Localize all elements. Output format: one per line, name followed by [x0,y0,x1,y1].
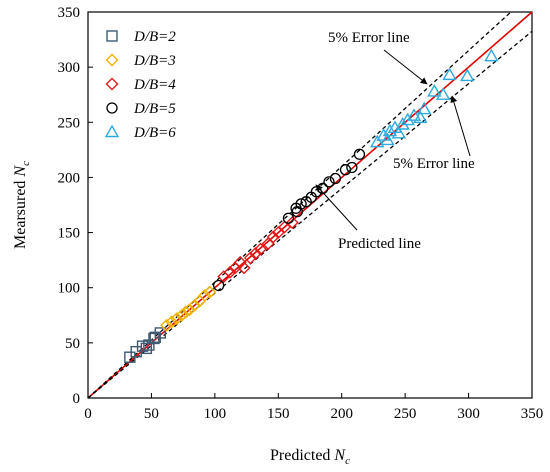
y-tick-label-7: 300 [58,60,81,76]
axes: 0 50 100 150 200 250 300 350 0 50 100 150 200 250 300 3… [12,5,543,467]
point-series-3-8 [254,242,268,256]
point-series-2-2 [165,315,179,329]
point-series-2-4 [175,308,189,322]
point-series-4-13 [346,161,358,174]
point-series-5-13 [435,87,451,100]
data-points [124,48,499,363]
point-series-5-6 [391,125,407,139]
point-series-5-9 [406,108,422,121]
lower-error-line [87,30,533,399]
y-tick-label-5: 200 [58,170,81,186]
point-series-3-13 [285,216,299,230]
legend-marker-1 [106,30,118,42]
x-tick-label-2: 50 [144,406,159,422]
point-series-5-4 [382,123,398,137]
legend-marker-4 [106,102,118,114]
point-series-5-11 [416,101,432,115]
arrow-upper-error [383,49,428,85]
annotation-predicted: Predicted line [338,236,421,252]
legend-marker-2 [105,53,119,67]
x-tick-label-8: 350 [521,406,544,422]
point-series-1-3 [136,340,149,352]
point-series-3-6 [243,251,257,265]
point-series-2-10 [203,285,217,299]
point-series-3-7 [248,247,262,261]
y-tick-label-4: 150 [58,226,81,242]
point-series-3-12 [278,220,292,234]
legend-marker-3 [105,77,119,91]
point-series-3-10 [266,230,280,244]
upper-error-line [87,11,512,399]
legend-label-3: D/B=4 [133,77,176,93]
point-series-5-14 [442,67,457,81]
point-series-4-2 [282,212,295,224]
legend-label-2: D/B=3 [133,53,176,69]
point-series-3-2 [223,265,237,279]
legend-label-4: D/B=5 [133,101,176,117]
point-series-4-5 [295,198,307,210]
legend-label-1: D/B=2 [133,29,176,45]
point-series-2-9 [198,288,212,302]
x-tick-label-4: 150 [267,406,290,422]
point-series-5-16 [484,48,499,62]
point-series-5-10 [413,110,428,124]
x-axis-title: Predicted Nc [270,447,350,467]
x-tick-label-6: 250 [394,406,417,422]
point-series-4-1 [213,279,225,292]
point-series-3-4 [233,255,247,269]
y-tick-label-8: 350 [58,5,81,21]
point-series-5-3 [380,132,395,146]
x-tick-label-1: 0 [84,406,92,422]
point-series-2-6 [182,303,196,317]
arrow-predicted [315,184,358,231]
y-tick-label-6: 250 [58,115,81,131]
annotation-upper-error: 5% Error line [328,30,410,46]
annotations: 5% Error line 5% Error line Predicted line [315,30,475,252]
x-tick-label-7: 300 [457,406,480,422]
legend-label-5: D/B=6 [133,125,176,141]
point-series-3-5 [237,261,251,275]
point-series-2-3 [170,312,184,326]
point-series-5-1 [370,134,385,148]
point-series-5-8 [400,112,415,126]
y-axis-title: Mearsured Nc [12,161,32,249]
point-series-4-10 [323,176,335,188]
x-tick-label-5: 200 [330,406,353,422]
point-series-5-7 [395,117,410,130]
point-series-1-8 [154,327,167,339]
y-tick-label-2: 50 [65,336,80,352]
y-tick-label-3: 100 [58,281,81,297]
point-series-2-5 [179,305,193,319]
point-series-2-7 [188,298,202,312]
legend: D/B=2 D/B=3 D/B=4 D/B=5 D/B=6 [104,29,176,141]
annotation-lower-error: 5% Error line [393,156,475,172]
point-series-2-1 [160,318,174,332]
plot-area [87,11,533,399]
plot-frame [87,11,533,399]
point-series-4-11 [329,172,342,185]
point-series-5-15 [460,68,475,82]
legend-marker-5 [104,124,120,138]
arrow-lower-error [450,95,471,157]
point-series-4-12 [339,164,352,176]
x-tick-label-3: 100 [204,406,227,422]
y-tick-label-1: 0 [73,391,81,407]
point-series-1-4 [140,342,153,355]
point-series-5-12 [427,83,442,97]
point-series-4-14 [353,148,366,160]
